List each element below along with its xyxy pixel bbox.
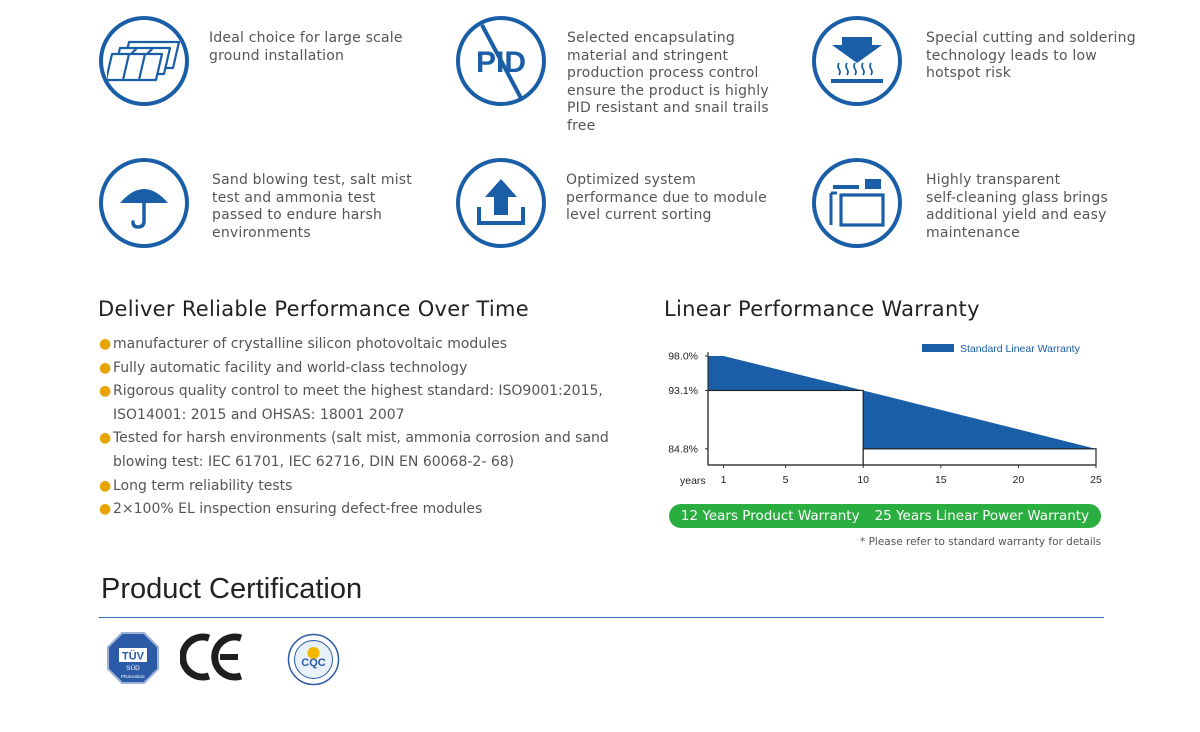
y-tick-label: 84.8% [668, 443, 698, 455]
list-item: ● Long term reliability tests [99, 475, 639, 499]
tuv-text: TÜV [122, 650, 145, 663]
certification-title: Product Certification [101, 573, 363, 605]
bullet-dot-icon: ● [99, 383, 112, 400]
feature-text-ground-installation: Ideal choice for large scale ground inst… [209, 30, 403, 64]
photovoltaic-text: Photovoltaic [121, 674, 146, 679]
bullet-dot-icon: ● [99, 359, 112, 376]
legend-swatch [922, 344, 954, 352]
x-tick-label: 25 [1090, 474, 1102, 486]
x-tick-label: 1 [721, 474, 727, 486]
tuv-sud-logo: TÜV SÜD Photovoltaic [106, 631, 160, 685]
warranty-area [708, 356, 1096, 449]
bullet-dot-icon: ● [99, 336, 112, 352]
feature-text-cutting-soldering: Special cutting and soldering technology… [926, 30, 1136, 82]
umbrella-icon [99, 158, 189, 248]
pid-icon: PID [456, 16, 546, 106]
list-item: ● Fully automatic facility and world-clas… [99, 357, 639, 381]
warranty-note: * Please refer to standard warranty for … [860, 536, 1102, 548]
feature-text-current-sorting: Optimized system performance due to modu… [566, 172, 767, 224]
list-item: ● manufacturer of crystalline silicon pho… [99, 333, 639, 357]
y-tick-label: 93.1% [668, 385, 698, 397]
list-item: ● 2×100% EL inspection ensuring defect-fr… [99, 498, 639, 522]
cqc-logo: CQC [287, 633, 340, 686]
y-tick-label: 98.0% [668, 351, 698, 363]
x-tick-label: 20 [1013, 474, 1025, 486]
glass-panel-icon [812, 158, 902, 248]
power-warranty-label: 25 Years Linear Power Warranty [874, 508, 1090, 524]
upload-arrow-icon [456, 158, 546, 248]
bullet-dot-icon: ● [99, 501, 112, 518]
bullet-dot-icon: ● [99, 477, 112, 494]
performance-title: Deliver Reliable Performance Over Time [98, 297, 530, 321]
list-item: ● Rigorous quality control to meet the hi… [99, 380, 639, 427]
sud-text: SÜD [126, 664, 140, 672]
feature-text-harsh-environments: Sand blowing test, salt mist test and am… [212, 172, 412, 241]
x-axis-label: years [680, 475, 706, 487]
x-tick-label: 5 [783, 474, 789, 486]
x-tick-label: 15 [935, 474, 947, 486]
solar-panels-icon [99, 16, 189, 106]
x-tick-label: 10 [857, 474, 869, 486]
ce-mark-logo [179, 630, 246, 684]
warranty-pill: 12 Years Product Warranty 25 Years Linea… [669, 504, 1101, 528]
list-item: ● Tested for harsh environments (salt mis… [99, 427, 639, 474]
feature-text-self-cleaning-glass: Highly transparent self-cleaning glass b… [926, 172, 1108, 241]
certification-divider [99, 617, 1104, 618]
legend-label: Standard Linear Warranty [960, 343, 1081, 355]
product-warranty-box [707, 389, 864, 466]
bullet-dot-icon: ● [99, 430, 112, 447]
product-warranty-label: 12 Years Product Warranty [680, 508, 860, 524]
power-warranty-box [862, 448, 1097, 466]
cqc-text: CQC [301, 657, 326, 669]
heat-press-icon [812, 16, 902, 106]
performance-bullet-list: ● manufacturer of crystalline silicon pho… [99, 333, 639, 522]
warranty-title: Linear Performance Warranty [664, 297, 980, 321]
feature-text-pid: Selected encapsulating material and stri… [567, 30, 769, 134]
